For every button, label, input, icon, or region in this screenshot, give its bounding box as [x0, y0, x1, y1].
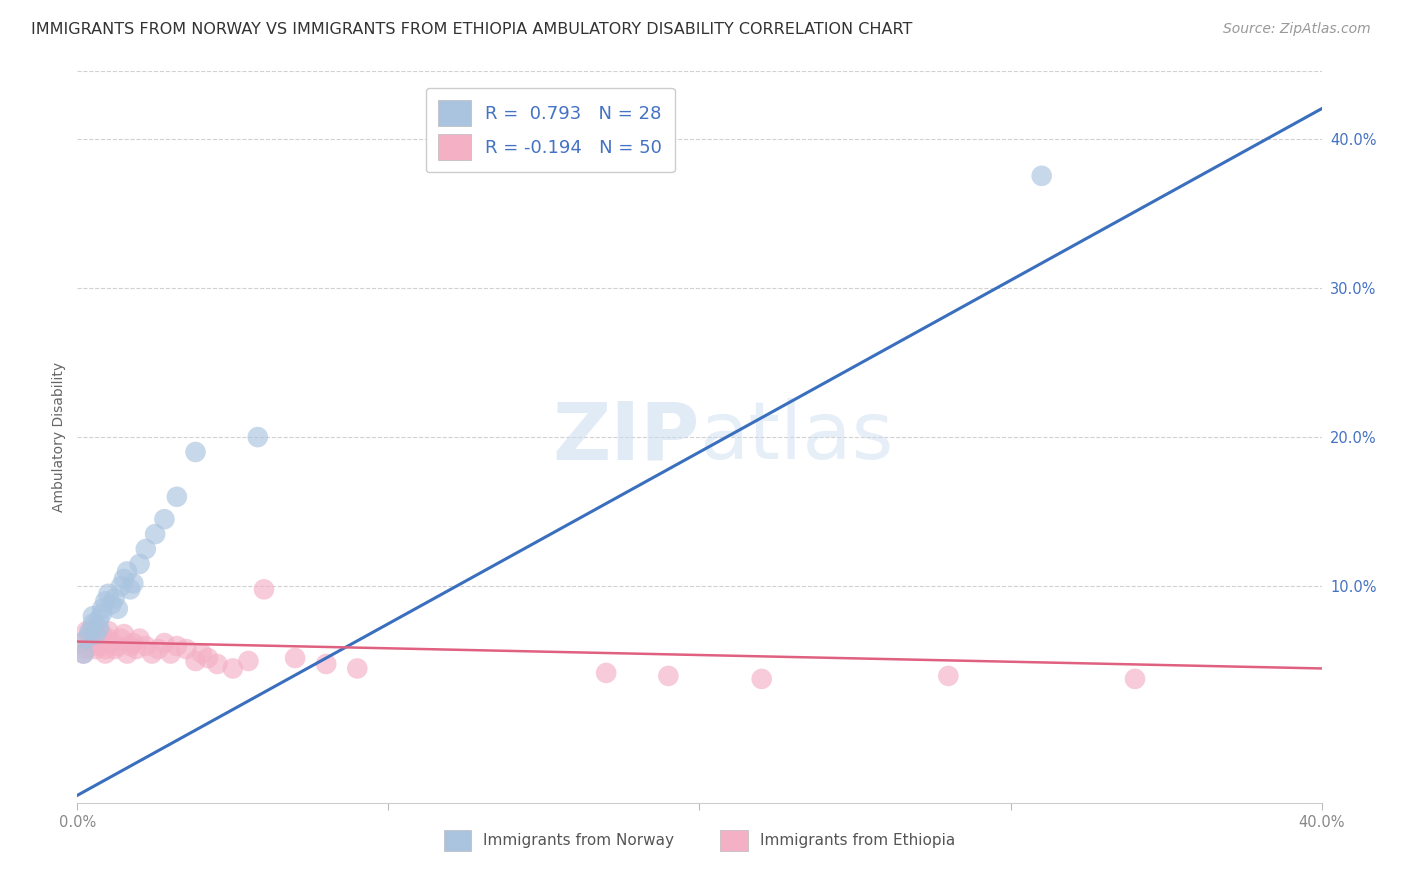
Point — [104, 591, 127, 606]
Point — [166, 639, 188, 653]
Point — [936, 669, 959, 683]
Point — [190, 647, 214, 661]
Point — [128, 557, 150, 571]
Point — [197, 651, 219, 665]
Point — [141, 647, 163, 661]
Point — [1123, 672, 1146, 686]
Point — [184, 654, 207, 668]
Point — [115, 647, 138, 661]
Point — [84, 630, 107, 644]
Text: ZIP: ZIP — [553, 398, 700, 476]
Point — [143, 527, 166, 541]
Point — [595, 665, 617, 680]
Point — [159, 647, 181, 661]
Point — [82, 609, 104, 624]
Point — [246, 430, 269, 444]
Text: IMMIGRANTS FROM NORWAY VS IMMIGRANTS FROM ETHIOPIA AMBULATORY DISABILITY CORRELA: IMMIGRANTS FROM NORWAY VS IMMIGRANTS FRO… — [31, 22, 912, 37]
Point — [87, 624, 110, 639]
Point — [153, 636, 176, 650]
Point — [87, 639, 110, 653]
Point — [120, 582, 142, 597]
Point — [115, 565, 138, 579]
Y-axis label: Ambulatory Disability: Ambulatory Disability — [52, 362, 66, 512]
Point — [112, 627, 135, 641]
Point — [1031, 169, 1053, 183]
Point — [84, 627, 107, 641]
Point — [100, 597, 122, 611]
Point — [79, 624, 101, 639]
Point — [657, 669, 679, 683]
Point — [91, 601, 114, 615]
Point — [148, 642, 170, 657]
Legend: Immigrants from Norway, Immigrants from Ethiopia: Immigrants from Norway, Immigrants from … — [437, 823, 962, 857]
Text: atlas: atlas — [700, 398, 894, 476]
Point — [135, 639, 157, 653]
Point — [97, 632, 120, 646]
Point — [76, 632, 98, 646]
Point — [174, 642, 197, 657]
Point — [104, 642, 127, 657]
Point — [153, 512, 176, 526]
Point — [128, 632, 150, 646]
Point — [91, 636, 114, 650]
Point — [122, 636, 145, 650]
Point — [97, 587, 120, 601]
Point — [87, 621, 110, 635]
Point — [238, 654, 260, 668]
Point — [315, 657, 337, 671]
Point — [97, 624, 120, 639]
Point — [94, 647, 117, 661]
Point — [76, 624, 98, 639]
Point — [184, 445, 207, 459]
Point — [82, 632, 104, 646]
Point — [94, 642, 117, 657]
Point — [253, 582, 276, 597]
Point — [110, 632, 132, 646]
Point — [207, 657, 229, 671]
Point — [107, 601, 129, 615]
Point — [112, 572, 135, 586]
Point — [284, 651, 307, 665]
Point — [125, 642, 148, 657]
Point — [107, 639, 129, 653]
Point — [79, 639, 101, 653]
Point — [79, 627, 101, 641]
Point — [166, 490, 188, 504]
Point — [87, 612, 110, 626]
Text: Source: ZipAtlas.com: Source: ZipAtlas.com — [1223, 22, 1371, 37]
Point — [69, 636, 91, 650]
Point — [72, 647, 94, 661]
Point — [76, 642, 98, 657]
Point — [72, 647, 94, 661]
Point — [82, 621, 104, 635]
Point — [222, 661, 245, 675]
Point — [91, 627, 114, 641]
Point — [82, 616, 104, 631]
Point — [120, 639, 142, 653]
Point — [91, 606, 114, 620]
Point — [110, 579, 132, 593]
Point — [751, 672, 773, 686]
Point — [94, 594, 117, 608]
Point — [122, 576, 145, 591]
Point — [346, 661, 368, 675]
Point — [84, 642, 107, 657]
Point — [100, 636, 122, 650]
Point — [135, 542, 157, 557]
